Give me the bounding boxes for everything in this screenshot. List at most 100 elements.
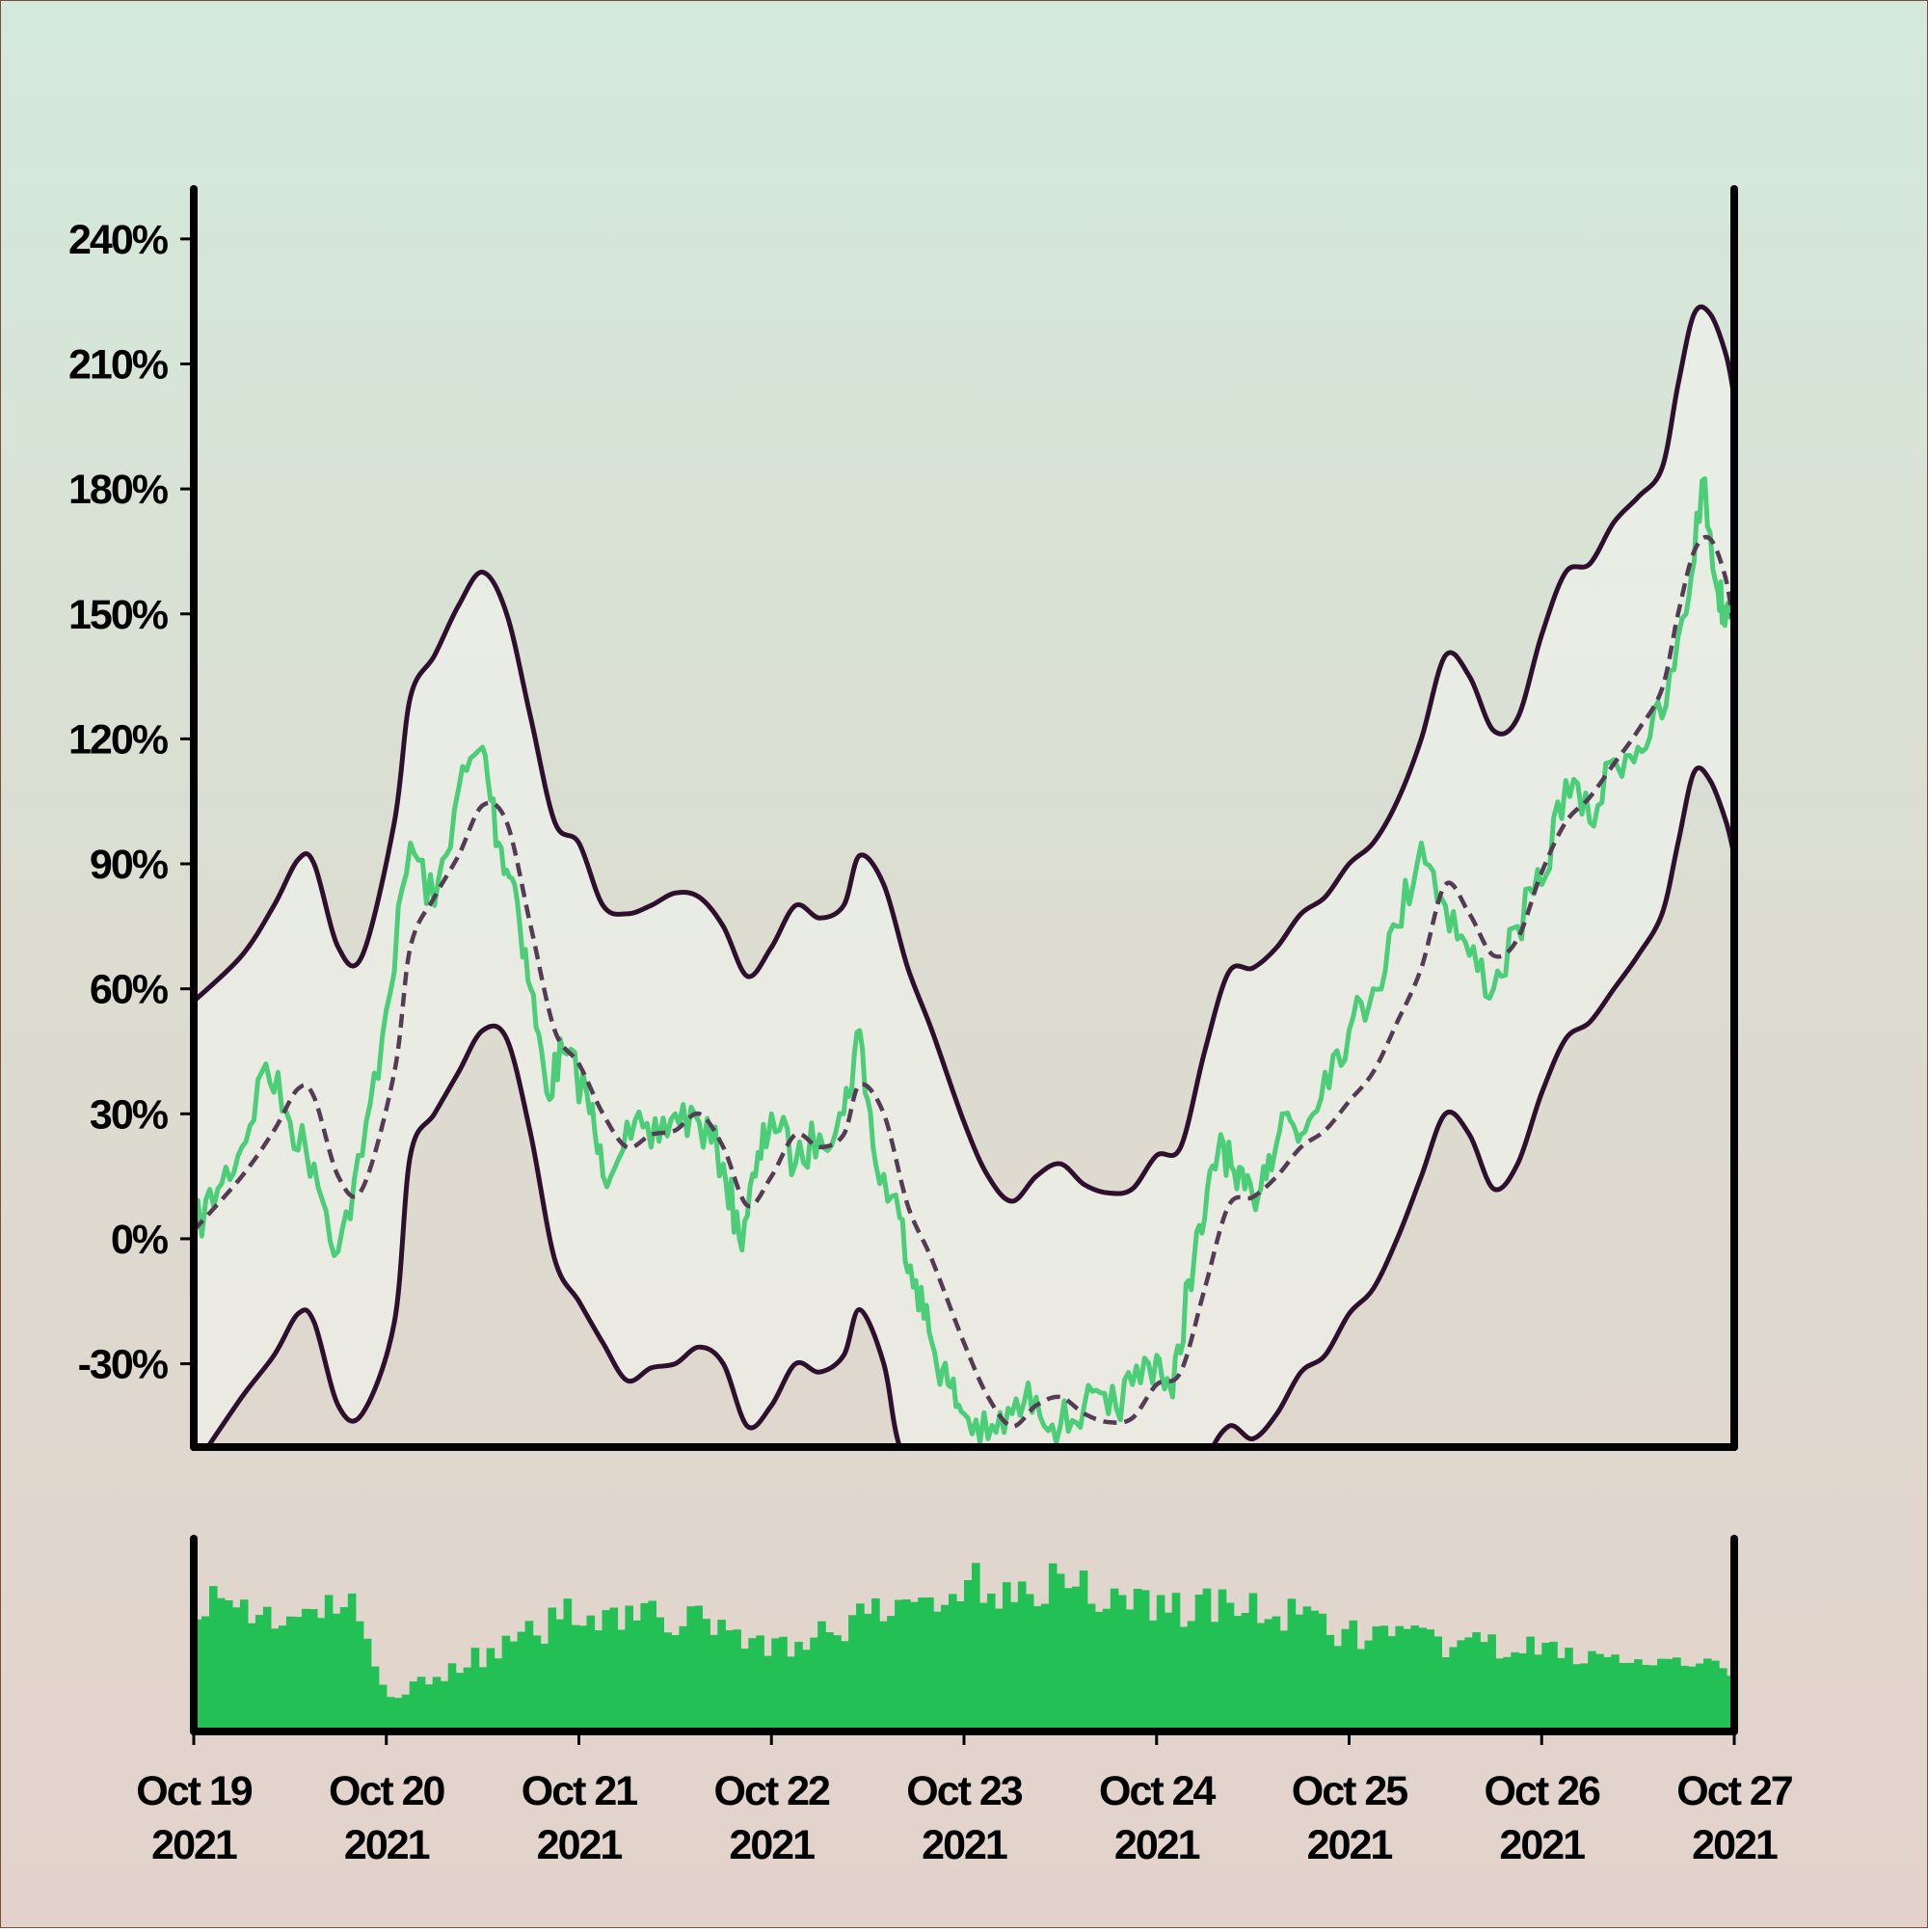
x-tick-label-year: 2021 [1307,1822,1393,1868]
x-tick-label-year: 2021 [1499,1822,1585,1868]
volume-bar [979,1602,988,1731]
volume-bar [225,1600,233,1731]
volume-bar [1457,1640,1465,1731]
volume-bar [362,1638,372,1731]
volume-bar [841,1641,849,1731]
volume-bar [393,1698,403,1731]
volume-bar [548,1607,557,1731]
x-tick-label-year: 2021 [922,1822,1007,1868]
volume-bar [254,1615,264,1731]
x-tick-label-date: Oct 27 [1676,1768,1793,1814]
volume-bar [1110,1588,1119,1731]
volume-bar [1264,1619,1273,1731]
volume-bar [1642,1664,1650,1731]
volume-bar [1719,1668,1727,1731]
volume-bar [1040,1603,1050,1731]
volume-bar [1603,1656,1612,1731]
volume-bar [470,1648,480,1731]
volume-bar [540,1644,549,1731]
volume-bar [779,1636,788,1731]
volume-bar [293,1617,303,1731]
volume-bar [262,1606,272,1731]
volume-bar [332,1613,341,1731]
volume-bar [1534,1654,1542,1731]
x-tick-label-date: Oct 22 [714,1768,831,1814]
volume-bar [1418,1627,1427,1731]
volume-bar [1441,1657,1450,1731]
volume-bar [1634,1659,1643,1731]
volume-bar [1673,1657,1681,1731]
y-axis-ticks: -30% 0% 30% 60% 90% 120% 150% 180% 210% 240% [68,217,194,1388]
y-tick-label: 210% [68,341,169,388]
volume-bar [1218,1589,1227,1731]
volume-bar [1140,1590,1150,1731]
volume-bar [918,1597,926,1731]
volume-bar [725,1630,734,1731]
volume-bar [1619,1663,1627,1731]
volume-bar [1541,1643,1550,1731]
volume-bar [409,1681,418,1731]
volume-bar [1326,1634,1335,1731]
volume-bar [1048,1563,1058,1731]
volume-bar [463,1667,472,1731]
volume-bar [1179,1626,1189,1731]
volume-layer [194,1563,1734,1731]
y-tick-label: -30% [78,1342,169,1388]
volume-bar [941,1604,950,1731]
volume-bar [1017,1581,1027,1731]
volume-bar [1133,1589,1142,1731]
volume-bar [771,1638,780,1731]
volume-bar [679,1625,687,1731]
y-tick-label: 0% [111,1217,169,1263]
volume-bar [509,1641,519,1731]
volume-bar [710,1634,718,1731]
volume-bar [285,1616,295,1731]
volume-bar [1665,1658,1674,1731]
volume-bar [1680,1665,1689,1731]
volume-bar [1094,1611,1104,1731]
volume-bar [625,1605,633,1731]
volume-bar [694,1605,703,1731]
volume-bar [270,1628,280,1731]
volume-bar [501,1635,511,1731]
volume-bar [1403,1628,1411,1731]
volume-bar [1572,1664,1581,1731]
volume-bar [1511,1651,1519,1731]
volume-bar [1310,1610,1320,1731]
volume-bar [1302,1606,1312,1731]
volume-bar [339,1607,349,1731]
x-tick-label-date: Oct 23 [906,1768,1023,1814]
volume-bar [486,1648,495,1731]
volume-bar [1464,1637,1473,1731]
volume-bar [231,1607,241,1731]
volume-bar [1495,1658,1504,1731]
volume-bar [1295,1614,1304,1731]
volume-bar [1003,1582,1011,1731]
volume-bar [1503,1656,1512,1731]
volume-bar [1449,1647,1458,1731]
volume-bar [1071,1586,1081,1731]
volume-bar [1241,1613,1250,1731]
volume-bar [217,1597,226,1731]
volume-bar [247,1623,256,1731]
volume-bar [1102,1608,1111,1731]
volume-bar [478,1667,488,1731]
volume-bar [278,1625,287,1731]
price-line [194,476,1734,1445]
volume-bar [1056,1573,1065,1731]
volume-bar [586,1615,596,1731]
volume-bar [1711,1660,1720,1731]
volume-bar [848,1615,857,1731]
volume-bar [1341,1628,1351,1731]
volume-bar [1549,1641,1558,1731]
volume-bar [1117,1595,1127,1731]
volume-bar [956,1601,965,1731]
volume-bar [571,1624,580,1731]
volume-bar [1210,1622,1219,1731]
upper-band-line [194,304,1734,1204]
volume-bar [378,1684,388,1731]
volume-bar [401,1694,411,1731]
band-fill-layer [194,307,1734,1447]
